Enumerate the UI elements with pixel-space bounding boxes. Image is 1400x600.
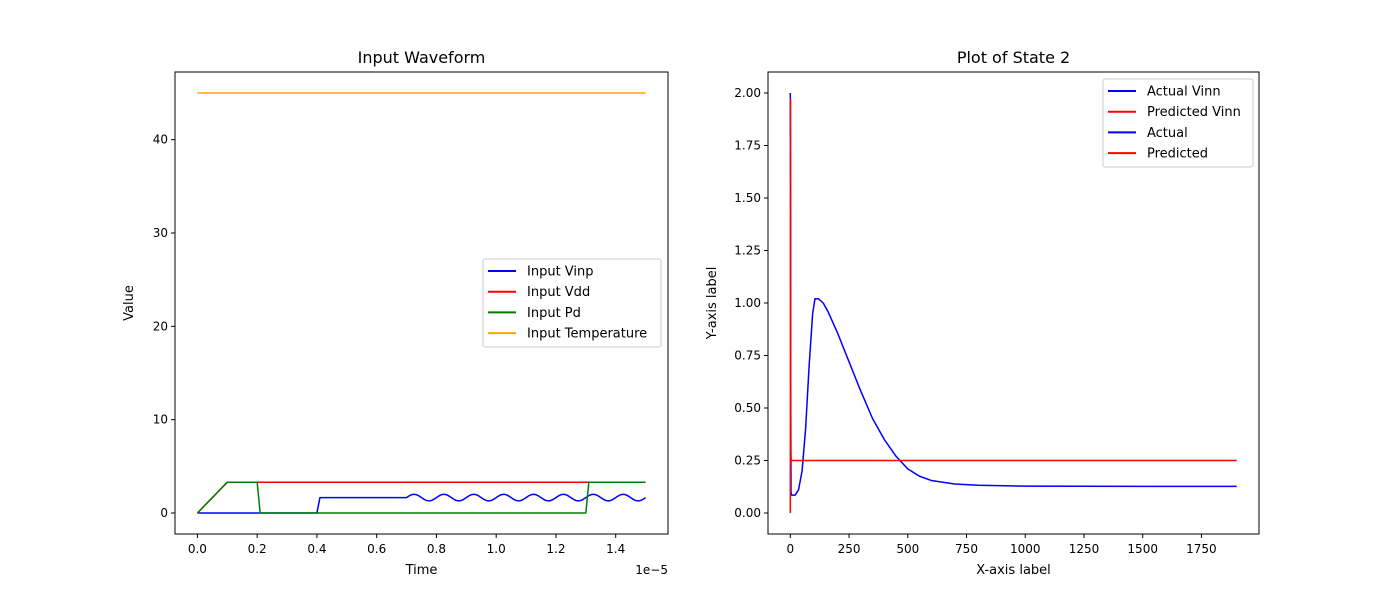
state-2-y-tick-label: 0.25 — [734, 454, 761, 468]
state-2-y-tick-label: 0.75 — [734, 349, 761, 363]
input-waveform-x-tick-label: 1.2 — [546, 542, 565, 556]
input-waveform-legend-label: Input Vdd — [527, 285, 590, 300]
input-waveform-legend-box — [482, 258, 662, 348]
state-2-chart: 0 250 500 750 1000 1250 1500 1750 0.00 0.25 0.50 0.… — [705, 48, 1260, 578]
input-waveform-x-tick-label: 1.4 — [606, 542, 625, 556]
state-2-x-axis-label: X-axis label — [976, 563, 1051, 578]
input-waveform-x-tick-label: 0.6 — [367, 542, 386, 556]
state-2-legend-label: Predicted Vinn — [1147, 105, 1241, 120]
input-waveform-series-input-vinp — [197, 493, 647, 514]
state-2-axes-frame — [767, 71, 1260, 535]
input-waveform-x-tick-label: 0.0 — [188, 542, 207, 556]
state-2-series-layer — [789, 92, 1237, 514]
input-waveform-y-axis-label: Value — [122, 285, 137, 321]
input-waveform-legend-label: Input Vinp — [527, 265, 594, 280]
state-2-x-tick-label: 1750 — [1186, 542, 1217, 556]
state-2-legend: Actual Vinn Predicted Vinn Actual Predicted — [1102, 78, 1254, 168]
input-waveform-chart: 0.0 0.2 0.4 0.6 0.8 1.0 1.2 1.4 0 10 20 30 40 Input … — [122, 48, 669, 578]
input-waveform-x-tick-label: 0.2 — [248, 542, 267, 556]
state-2-x-tick-label: 250 — [838, 542, 861, 556]
input-waveform-x-tick-label: 0.8 — [427, 542, 446, 556]
state-2-y-tick-label: 1.25 — [734, 244, 761, 258]
input-waveform-y-tick-label: 30 — [153, 226, 168, 240]
state-2-series-actual-vinn — [789, 92, 1237, 496]
input-waveform-tick-layer: 0.0 0.2 0.4 0.6 0.8 1.0 1.2 1.4 0 10 20 30 40 — [153, 133, 626, 556]
input-waveform-x-tick-label: 0.4 — [307, 542, 326, 556]
input-waveform-title: Input Waveform — [358, 48, 486, 67]
input-waveform-x-tick-label: 1.0 — [487, 542, 506, 556]
input-waveform-y-tick-label: 40 — [153, 133, 168, 147]
state-2-x-tick-label: 0 — [786, 542, 794, 556]
state-2-x-tick-label: 500 — [896, 542, 919, 556]
state-2-y-tick-label: 1.50 — [734, 191, 761, 205]
state-2-x-tick-label: 1500 — [1127, 542, 1158, 556]
input-waveform-legend: Input Vinp Input Vdd Input Pd Input Tempera… — [482, 258, 662, 348]
input-waveform-series-input-pd — [196, 481, 646, 514]
state-2-y-tick-label: 1.75 — [734, 139, 761, 153]
input-waveform-legend-label: Input Temperature — [527, 327, 647, 342]
state-2-y-tick-label: 0.50 — [734, 401, 761, 415]
input-waveform-y-tick-label: 10 — [153, 413, 168, 427]
state-2-legend-label: Actual Vinn — [1147, 85, 1221, 100]
state-2-legend-label: Actual — [1147, 126, 1188, 141]
state-2-y-axis-label: Y-axis label — [705, 267, 720, 341]
input-waveform-legend-label: Input Pd — [527, 306, 581, 321]
state-2-y-tick-label: 0.00 — [734, 506, 761, 520]
input-waveform-y-tick-label: 20 — [153, 319, 168, 333]
state-2-x-tick-label: 1250 — [1069, 542, 1100, 556]
input-waveform-x-offset-label: 1e−5 — [635, 563, 668, 577]
input-waveform-axes-frame — [174, 71, 669, 535]
state-2-legend-box — [1102, 78, 1254, 168]
state-2-x-tick-label: 1000 — [1010, 542, 1041, 556]
input-waveform-series-layer — [196, 92, 647, 514]
state-2-y-tick-label: 1.00 — [734, 296, 761, 310]
state-2-series-predicted-vinn — [789, 98, 1237, 514]
input-waveform-x-axis-label: Time — [405, 563, 438, 578]
state-2-x-tick-label: 750 — [955, 542, 978, 556]
state-2-tick-layer: 0 250 500 750 1000 1250 1500 1750 0.00 0.25 0.50 0.… — [734, 86, 1216, 556]
state-2-legend-label: Predicted — [1147, 147, 1208, 162]
state-2-y-tick-label: 2.00 — [734, 86, 761, 100]
input-waveform-y-tick-label: 0 — [160, 506, 168, 520]
state-2-title: Plot of State 2 — [957, 48, 1070, 67]
